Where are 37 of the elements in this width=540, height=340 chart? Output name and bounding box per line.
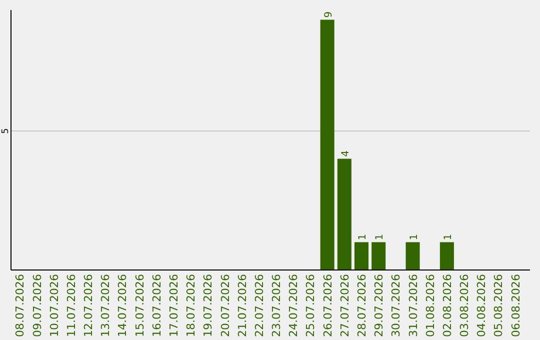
x-tick-label: 01.08.2026 [424, 274, 437, 337]
x-tick-label: 21.07.2026 [236, 274, 249, 337]
x-tick-label: 05.08.2026 [492, 274, 506, 337]
x-tick-label: 29.07.2026 [372, 274, 386, 337]
x-tick-label: 03.08.2026 [458, 274, 472, 337]
x-tick-label: 06.08.2026 [509, 274, 522, 337]
x-tick-label: 31.07.2026 [406, 274, 420, 337]
x-tick-label: 15.07.2026 [133, 274, 146, 337]
x-tick-label: 09.07.2026 [30, 274, 44, 337]
data-label: 1 [374, 234, 386, 240]
x-tick-label: 30.07.2026 [390, 274, 403, 337]
x-tick-label: 28.07.2026 [355, 274, 368, 337]
x-tick-label: 27.07.2026 [338, 274, 352, 337]
data-label: 1 [408, 234, 420, 240]
x-tick-label: 25.07.2026 [304, 274, 318, 337]
x-tick-label: 12.07.2026 [82, 274, 96, 337]
data-label: 4 [340, 150, 352, 157]
x-tick-label: 24.07.2026 [287, 274, 300, 337]
x-tick-label: 02.08.2026 [440, 274, 454, 337]
x-tick-label: 20.07.2026 [218, 274, 232, 337]
x-tick-label: 19.07.2026 [202, 274, 215, 337]
x-tick-label: 18.07.2026 [184, 274, 198, 337]
x-tick-label: 11.07.2026 [64, 274, 78, 337]
x-tick-label: 23.07.2026 [270, 274, 284, 337]
ref-line-label: 5 [1, 128, 11, 134]
x-tick-label: 26.07.2026 [321, 274, 334, 337]
x-tick-label: 04.08.2026 [475, 274, 488, 337]
x-tick-label: 16.07.2026 [150, 274, 164, 337]
x-tick-label: 14.07.2026 [116, 274, 130, 337]
x-tick-label: 17.07.2026 [168, 274, 181, 337]
x-tick-label: 22.07.2026 [252, 274, 266, 337]
x-tick-label: 10.07.2026 [48, 274, 61, 337]
data-label: 1 [442, 234, 454, 240]
x-tick-label: 13.07.2026 [99, 274, 112, 337]
data-label: 1 [357, 234, 368, 240]
data-label: 9 [323, 11, 334, 18]
x-tick-label: 08.07.2026 [14, 274, 27, 337]
